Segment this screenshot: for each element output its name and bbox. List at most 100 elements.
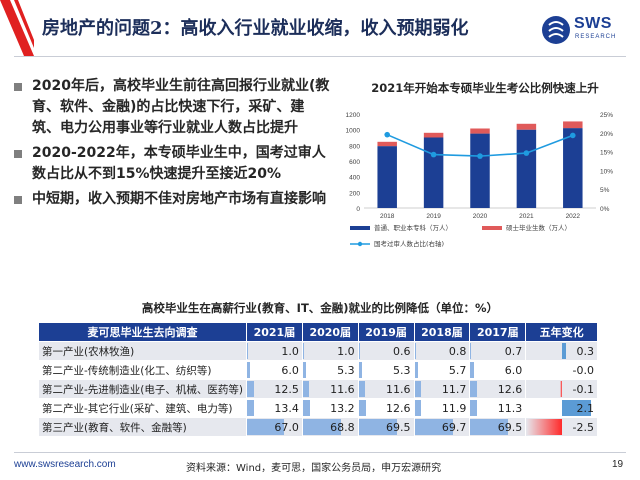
y-right-tick-label: 0% xyxy=(600,206,610,213)
logo-subtext: RESEARCH xyxy=(575,34,617,40)
table-title: 高校毕业生在高薪行业(教育、IT、金融)就业的比例降低（单位：%） xyxy=(141,301,499,315)
legend-undergrad-label: 普通、职业本专科（万人） xyxy=(374,223,452,232)
bar-undergrad xyxy=(516,129,537,208)
bullet-text: 中短期，收入预期不佳对房地产市场有直接影响 xyxy=(32,191,326,207)
value-databar xyxy=(246,362,251,378)
value-databar xyxy=(302,362,306,378)
x-tick-label: 2021 xyxy=(519,213,534,220)
y-right-tick-label: 20% xyxy=(600,131,613,138)
value-databar xyxy=(470,419,509,435)
value-text: 11.9 xyxy=(441,401,467,415)
sws-logo-icon xyxy=(542,16,570,44)
value-text: 11.6 xyxy=(386,382,411,396)
ratio-point xyxy=(477,153,483,159)
value-databar xyxy=(358,381,366,397)
bullet-square-icon xyxy=(14,150,22,158)
value-cell: 12.6 xyxy=(469,379,527,399)
value-cell: 67.0 xyxy=(245,417,303,437)
header-divider xyxy=(14,56,626,57)
change-text: -2.5 xyxy=(572,420,594,434)
value-cell: 12.6 xyxy=(357,398,415,418)
change-text: -0.0 xyxy=(572,363,594,377)
footer-url-link[interactable]: www.swsresearch.com xyxy=(14,459,116,470)
value-cell: 0.7 xyxy=(469,341,527,361)
value-text: 69.5 xyxy=(497,420,523,434)
change-cell: -0.1 xyxy=(525,379,598,399)
table-header-category: 麦可思毕业生去向调查 xyxy=(38,322,247,342)
value-databar xyxy=(302,400,311,416)
ratio-point xyxy=(570,132,576,139)
value-text: 0.8 xyxy=(448,344,467,358)
row-label: 第二产业-先进制造业(电子、机械、医药等) xyxy=(38,379,247,399)
value-cell: 6.0 xyxy=(469,360,527,380)
table-row: 第二产业-传统制造业(化工、纺织等) 6.0 5.3 5.3 5.7 6.0 -0.0 xyxy=(38,360,598,380)
table-row: 第二产业-先进制造业(电子、机械、医药等) 12.5 11.6 11.6 11.7 12.… xyxy=(38,379,598,399)
bar-master xyxy=(377,141,397,147)
bar-master xyxy=(423,132,444,138)
value-text: 5.3 xyxy=(393,363,411,377)
value-databar xyxy=(414,400,422,416)
logo-text: SWS xyxy=(574,15,612,32)
value-text: 67.0 xyxy=(274,420,299,434)
legend-master-label: 硕士毕业生数（万人） xyxy=(506,223,571,232)
change-cell: -2.5 xyxy=(525,417,598,437)
table-header-year: 2017届 xyxy=(469,322,527,342)
value-cell: 68.8 xyxy=(301,417,359,437)
bar-master xyxy=(516,123,537,130)
value-text: 13.2 xyxy=(330,401,355,415)
value-text: 11.6 xyxy=(330,382,355,396)
value-text: 69.7 xyxy=(441,420,467,434)
value-text: 11.7 xyxy=(441,382,467,396)
value-text: 6.0 xyxy=(504,363,523,377)
change-databar xyxy=(561,400,592,416)
table-header-year: 2021届 xyxy=(245,322,303,342)
value-databar xyxy=(302,381,310,397)
legend-ratio-label: 国考过审人数占比(右轴) xyxy=(374,239,444,248)
bullet-item: 2020-2022年，本专硕毕业生中，国考过审人数占比从不到15%快速提升至接近… xyxy=(14,143,330,185)
value-text: 13.4 xyxy=(274,401,299,415)
value-databar xyxy=(358,400,366,416)
table-header-year: 2018届 xyxy=(413,322,471,342)
value-databar xyxy=(302,419,341,435)
value-text: 12.6 xyxy=(497,382,523,396)
footer-divider xyxy=(14,452,626,453)
change-databar xyxy=(560,381,562,397)
value-text: 5.3 xyxy=(337,363,355,377)
value-cell: 69.5 xyxy=(357,417,415,437)
bar-undergrad xyxy=(377,146,397,208)
value-databar xyxy=(470,362,474,378)
bullet-square-icon xyxy=(14,83,22,91)
value-databar xyxy=(246,343,248,359)
bullet-text: 2020年后，高校毕业生前往高回报行业就业(教育、软件、金融)的占比快速下行，采… xyxy=(32,78,330,136)
x-tick-label: 2022 xyxy=(566,213,581,220)
value-text: 11.3 xyxy=(497,401,523,415)
table-row: 第一产业(农林牧渔) 1.0 1.0 0.6 0.8 0.7 0.3 xyxy=(38,341,598,361)
change-cell: 2.1 xyxy=(525,398,598,418)
value-databar xyxy=(358,419,397,435)
table-row: 第三产业(教育、软件、金融等) 67.0 68.8 69.5 69.7 69.5 -2.5 xyxy=(38,417,598,437)
page-title: 房地产的问题2：高收入行业就业收缩，收入预期弱化 xyxy=(42,18,469,39)
value-databar xyxy=(302,343,304,359)
row-label: 第二产业-其它行业(采矿、建筑、电力等) xyxy=(38,398,247,418)
value-cell: 11.7 xyxy=(413,379,471,399)
value-cell: 5.3 xyxy=(357,360,415,380)
civil-service-ratio-chart: 0 200 400 600 800 1000 1200 0% 5% 10% 15% 20% 25% 201… xyxy=(346,112,614,248)
value-databar xyxy=(470,400,477,416)
bar-undergrad xyxy=(423,137,444,208)
value-cell: 1.0 xyxy=(245,341,303,361)
value-databar xyxy=(414,362,418,378)
y-left-tick-label: 1000 xyxy=(346,128,361,135)
value-cell: 1.0 xyxy=(301,341,359,361)
change-text: 2.1 xyxy=(576,401,595,415)
y-left-tick-label: 0 xyxy=(356,206,360,213)
value-text: 12.5 xyxy=(274,382,299,396)
value-text: 68.8 xyxy=(330,420,355,434)
y-left-tick-label: 400 xyxy=(349,175,360,182)
ratio-point xyxy=(430,151,437,158)
chart-title: 2021年开始本专硕毕业生考公比例快速上升 xyxy=(371,81,599,95)
change-databar xyxy=(561,343,566,359)
value-text: 5.7 xyxy=(448,363,467,377)
ratio-point xyxy=(523,150,530,156)
row-label: 第二产业-传统制造业(化工、纺织等) xyxy=(38,360,247,380)
